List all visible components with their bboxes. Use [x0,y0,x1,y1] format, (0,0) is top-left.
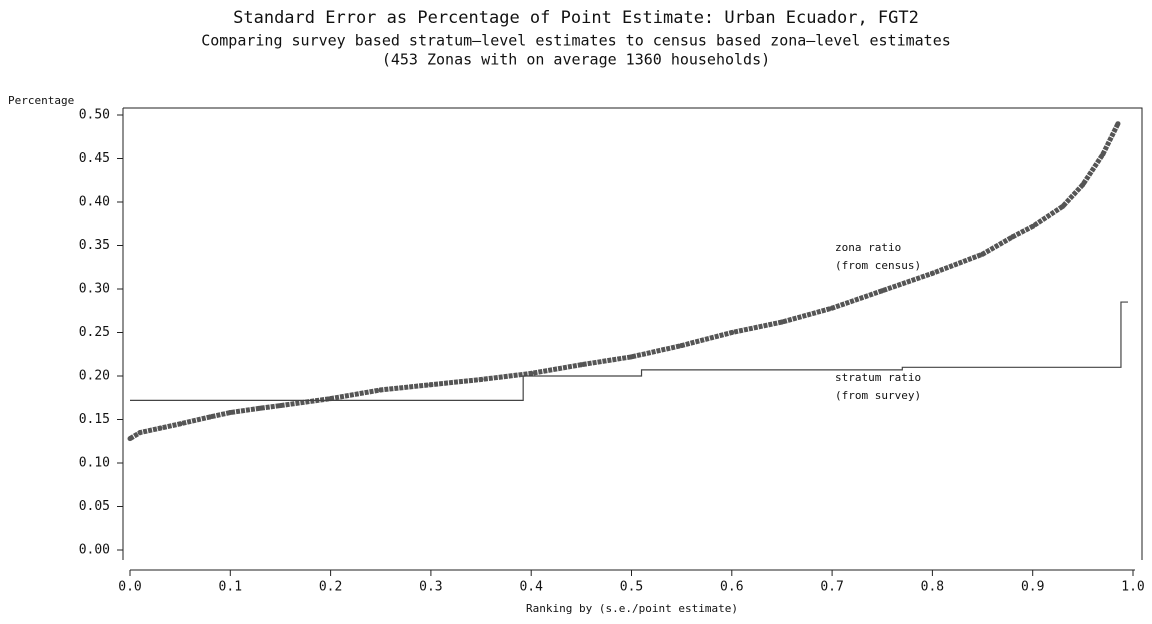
y-tick-label: 0.30 [79,282,110,297]
series-annotation: (from census) [835,259,921,272]
x-tick-label: 1.0 [1121,580,1144,595]
chart-subtitle: (453 Zonas with on average 1360 househol… [382,51,770,69]
data-point [478,376,484,382]
x-tick-label: 0.3 [419,580,442,595]
series-line [130,301,1128,401]
y-tick-label: 0.00 [79,543,110,558]
axis-frame [122,107,1143,571]
x-axis-label: Ranking by (s.e./point estimate) [526,602,738,615]
y-tick-label: 0.50 [79,108,110,123]
data-point [137,430,143,436]
data-point [277,403,283,409]
y-tick-label: 0.35 [79,238,110,253]
y-tick-label: 0.40 [79,195,110,210]
data-point [378,387,384,393]
data-point [578,362,584,368]
data-point [257,405,263,411]
x-tick-label: 0.4 [519,580,543,595]
series-line [128,122,1121,441]
series-label: zona ratio [835,241,901,254]
data-point [227,410,233,416]
data-point [528,370,534,376]
x-tick-label: 0.7 [820,580,843,595]
x-tick-label: 0.8 [921,580,944,595]
data-point [929,270,935,276]
data-point [779,319,785,325]
data-point [1080,182,1086,188]
data-point [1060,203,1066,209]
chart-subtitle: Comparing survey based stratum—level est… [201,32,951,50]
data-point [428,382,434,388]
y-tick-label: 0.15 [79,412,110,427]
data-point [207,414,213,420]
y-tick-label: 0.45 [79,151,110,166]
data-point [629,354,634,360]
x-tick-label: 0.9 [1021,580,1044,595]
data-point [1010,234,1016,240]
data-point [1115,121,1121,127]
data-point [157,425,163,431]
data-point [829,305,835,311]
y-tick-label: 0.20 [79,369,110,384]
y-tick-label: 0.10 [79,456,110,471]
series-annotation: (from survey) [835,389,921,402]
chart-title: Standard Error as Percentage of Point Es… [233,8,919,28]
data-point [879,288,885,294]
data-point [679,343,685,349]
x-tick-label: 0.0 [118,580,141,595]
data-point [980,251,986,257]
data-point [1100,151,1106,157]
y-axis-label: Percentage [8,94,74,107]
x-tick-label: 0.2 [319,580,342,595]
series-label: stratum ratio [835,371,921,384]
x-tick-label: 0.6 [720,580,743,595]
data-point [729,330,735,335]
y-tick-label: 0.05 [79,499,110,514]
data-point [177,421,183,427]
data-point [1030,223,1036,229]
y-tick-label: 0.25 [79,325,110,340]
x-tick-label: 0.5 [620,580,643,595]
x-tick-label: 0.1 [219,580,242,595]
data-point [127,436,133,442]
